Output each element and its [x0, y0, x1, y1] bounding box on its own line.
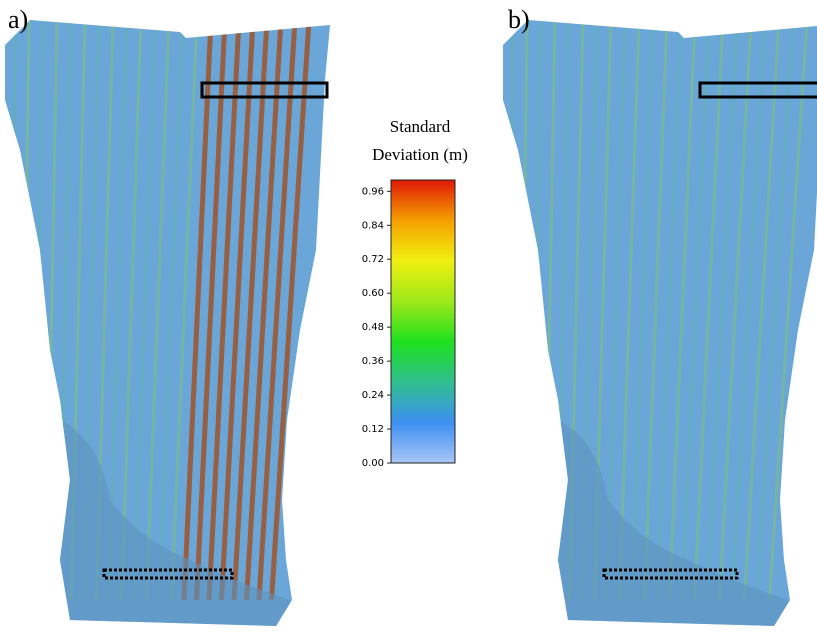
- terrain: [538, 420, 798, 626]
- map-b: [503, 20, 817, 626]
- stripe: [157, 20, 185, 601]
- tick-label: 0.96: [362, 186, 384, 197]
- stripe: [618, 20, 641, 601]
- box-solid: [698, 81, 817, 99]
- stripe: [655, 20, 683, 601]
- tick-label: 0.48: [362, 322, 384, 333]
- panel-label: a): [8, 5, 28, 34]
- stripe: [256, 20, 298, 601]
- tick-label: 0.36: [362, 356, 384, 367]
- stripe: [231, 20, 270, 601]
- colorbar-title: Deviation (m): [372, 145, 468, 164]
- stripe: [718, 20, 753, 601]
- stripe: [269, 20, 312, 601]
- colorbar-title: Standard: [390, 117, 451, 136]
- stripe: [643, 20, 669, 601]
- stripe: [705, 20, 739, 601]
- stripe: [181, 20, 214, 601]
- stripe: [768, 20, 809, 601]
- map-a: [5, 20, 330, 626]
- stripe: [680, 20, 711, 601]
- tick-label: 0.00: [362, 458, 384, 469]
- stripe: [755, 20, 795, 601]
- stripe: [206, 20, 242, 601]
- box-solid: [200, 81, 329, 99]
- tick-label: 0.84: [362, 220, 384, 231]
- stripe: [194, 20, 228, 601]
- stripe: [244, 20, 284, 601]
- terrain: [40, 420, 300, 626]
- panel-label: b): [508, 5, 530, 34]
- box-dotted: [602, 568, 739, 580]
- stripe: [743, 20, 781, 601]
- stripe: [132, 20, 157, 601]
- stripe: [120, 20, 143, 601]
- tick-label: 0.72: [362, 254, 384, 265]
- stripe: [145, 20, 171, 601]
- stripe: [730, 20, 767, 601]
- colorbar: [390, 179, 456, 464]
- stripe: [668, 20, 697, 601]
- stripe: [219, 20, 256, 601]
- stripe: [630, 20, 655, 601]
- tick-label: 0.12: [362, 424, 384, 435]
- tick-label: 0.24: [362, 390, 384, 401]
- tick-label: 0.60: [362, 288, 384, 299]
- stripe: [693, 20, 725, 601]
- box-dotted: [102, 568, 234, 580]
- stripe: [170, 20, 199, 601]
